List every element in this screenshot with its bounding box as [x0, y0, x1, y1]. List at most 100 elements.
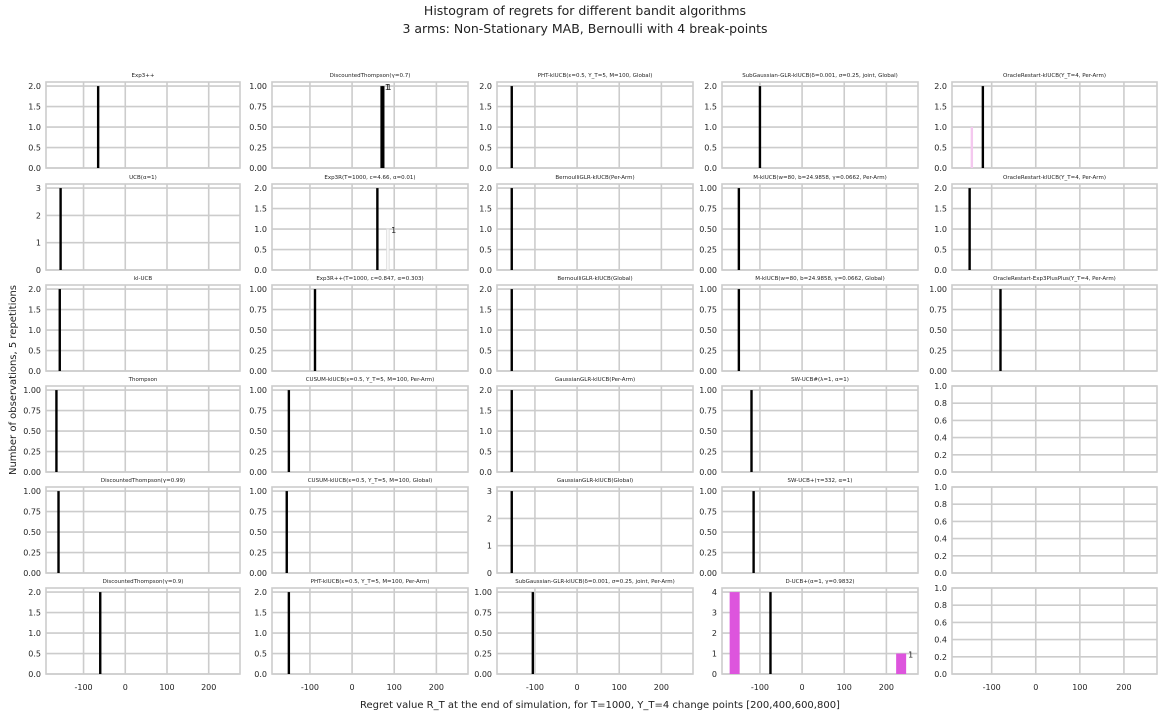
- y-tick-label: 1.5: [479, 306, 492, 315]
- histogram-bar: [510, 491, 513, 573]
- histogram-bar: [737, 188, 741, 270]
- subplot-15: 0.00 0.25 0.50 0.75 1.00 OracleRestart-Exp3Pl…: [929, 276, 1158, 376]
- y-tick-label: 0.75: [249, 103, 267, 112]
- y-tick-label: 0.5: [704, 144, 717, 153]
- x-tick-label: 0: [123, 683, 128, 692]
- axes-frame: [951, 587, 1158, 675]
- y-tick-label: 1.5: [28, 306, 41, 315]
- histogram-bar: [758, 86, 762, 168]
- y-tick-label: 0.5: [479, 144, 492, 153]
- y-tick-label: 0.25: [23, 448, 41, 457]
- subplot-9: 0.00 0.25 0.50 0.75 1.00 M-klUCB(w=80, b=24.9…: [699, 175, 919, 275]
- x-tick-label: 0: [800, 683, 805, 692]
- x-tick-label: 100: [159, 683, 174, 692]
- y-tick-label: 1.0: [479, 427, 492, 436]
- y-tick-label: 0.00: [699, 468, 717, 477]
- y-tick-label: 1.0: [934, 225, 947, 234]
- y-tick-label: 1.00: [23, 386, 41, 395]
- subplot-title: OracleRestart-klUCB(Υ_T=4, Per-Arm): [1003, 175, 1106, 181]
- y-tick-label: 0.50: [249, 427, 267, 436]
- subplot-title: M-klUCB(w=80, b=24.9858, γ=0.0662, Per-A…: [753, 175, 886, 181]
- x-tick-label: 200: [1116, 683, 1131, 692]
- y-tick-label: 0.00: [699, 367, 717, 376]
- subplot-23: 0 1 2 3 GaussianGLR-klUCB(Global): [487, 478, 694, 578]
- axes-frame: [951, 183, 1158, 271]
- axes-frame: [721, 587, 919, 675]
- subplot-13: 0.0 0.5 1.0 1.5 2.0 BernoulliGLR-klUCB(Global…: [479, 276, 694, 376]
- y-tick-label: 0.5: [28, 144, 41, 153]
- y-tick-label: 0.75: [249, 306, 267, 315]
- y-tick-label: 0.0: [28, 164, 41, 173]
- x-tick-label: -100: [751, 683, 769, 692]
- y-tick-label: 0.0: [934, 164, 947, 173]
- axes-frame: [951, 284, 1158, 372]
- y-tick-label: 0.0: [704, 164, 717, 173]
- y-tick-label: 1.00: [699, 487, 717, 496]
- axes-frame: [271, 486, 469, 574]
- y-tick-label: 0.50: [699, 427, 717, 436]
- y-tick-label: 0: [487, 569, 492, 578]
- y-tick-label: 0.50: [249, 326, 267, 335]
- y-tick-label: 0: [36, 266, 41, 275]
- y-tick-label: 0.8: [934, 500, 947, 509]
- y-tick-label: 0.5: [28, 347, 41, 356]
- axes-frame: [45, 81, 241, 169]
- y-tick-label: 1.00: [474, 588, 492, 597]
- subplot-title: DiscountedThompson(γ=0.7): [330, 73, 411, 79]
- histogram-bar: [970, 127, 974, 168]
- y-tick-label: 3: [712, 609, 717, 618]
- y-tick-label: 1.5: [479, 407, 492, 416]
- y-tick-label: 1.5: [254, 205, 267, 214]
- subplot-title: PHT-klUCB(ε=0.5, Υ_T=5, M=100, Global): [538, 73, 653, 79]
- subplot-17: 0.00 0.25 0.50 0.75 1.00 CUSUM-klUCB(ε=0.5, Υ…: [249, 377, 469, 477]
- subplot-4: 0.0 0.5 1.0 1.5 2.0 SubGaussian-GLR-klUCB(δ=0…: [704, 73, 919, 173]
- subplot-27: 0.0 0.5 1.0 1.5 2.0 -100 0 100 200 PHT-klUCB(ε=0.…: [254, 579, 469, 692]
- subplot-28: 0.00 0.25 0.50 0.75 1.00 -100 0 100 200 SubGaussi…: [474, 579, 694, 692]
- subplot-title: CUSUM-klUCB(ε=0.5, Υ_T=5, M=100, Per-Arm…: [306, 377, 435, 383]
- y-axis-label: Number of observations, 5 repetitions: [8, 285, 19, 475]
- y-tick-label: 1.00: [249, 285, 267, 294]
- y-tick-label: 1.0: [28, 629, 41, 638]
- y-tick-label: 1.00: [249, 386, 267, 395]
- y-tick-label: 1.0: [934, 584, 947, 593]
- axes-frame: [496, 587, 694, 675]
- subplot-title: BernoulliGLR-klUCB(Global): [557, 276, 632, 282]
- axes-frame: [271, 284, 469, 372]
- histogram-bar: [96, 86, 100, 168]
- y-tick-label: 1.0: [254, 225, 267, 234]
- y-tick-label: 0.6: [934, 618, 947, 627]
- x-tick-label: 0: [575, 683, 580, 692]
- y-tick-label: 1.00: [929, 285, 947, 294]
- y-tick-label: 0.0: [934, 266, 947, 275]
- x-tick-label: 200: [201, 683, 216, 692]
- y-tick-label: 0.50: [23, 427, 41, 436]
- y-tick-label: 1.5: [934, 205, 947, 214]
- histogram-bar: [510, 289, 513, 371]
- subplot-title: Exp3R++(T=1000, c=0.847, α=0.303): [316, 276, 423, 282]
- y-tick-label: 0.25: [699, 246, 717, 255]
- y-tick-label: 0.50: [699, 225, 717, 234]
- subplot-11: 0.0 0.5 1.0 1.5 2.0 kl-UCB: [28, 276, 241, 376]
- axes-frame: [496, 183, 694, 271]
- histogram-bar: [386, 228, 390, 271]
- y-tick-label: 0.5: [254, 650, 267, 659]
- y-tick-label: 0.75: [249, 407, 267, 416]
- y-tick-label: 0.00: [474, 670, 492, 679]
- y-tick-label: 0.75: [474, 609, 492, 618]
- bar-count-label: 1: [908, 651, 913, 660]
- axes-frame: [721, 385, 919, 473]
- axes-frame: [496, 385, 694, 473]
- y-tick-label: 2.0: [28, 588, 41, 597]
- axes-frame: [45, 587, 241, 675]
- subplot-26: 0.0 0.5 1.0 1.5 2.0 -100 0 100 200 DiscountedThom…: [28, 579, 241, 692]
- y-tick-label: 1.5: [479, 205, 492, 214]
- subplot-3: 0.0 0.5 1.0 1.5 2.0 PHT-klUCB(ε=0.5, Υ_T=5, M…: [479, 73, 694, 173]
- y-tick-label: 0.75: [699, 407, 717, 416]
- subplot-6: 0 1 2 3 UCB(α=1): [36, 175, 241, 275]
- subplot-18: 0.0 0.5 1.0 1.5 2.0 GaussianGLR-klUCB(Per-Arm…: [479, 377, 694, 477]
- histogram-bar: [510, 390, 513, 472]
- y-tick-label: 1: [36, 239, 41, 248]
- subplot-title: GaussianGLR-klUCB(Per-Arm): [555, 377, 635, 383]
- subplot-title: SW-UCB+(τ=332, α=1): [788, 478, 853, 484]
- histogram-bar: [510, 188, 513, 270]
